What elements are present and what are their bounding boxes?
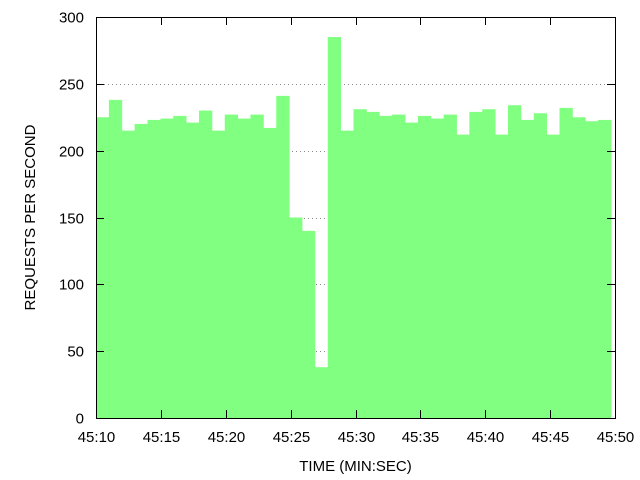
bar xyxy=(134,123,148,419)
bar xyxy=(186,122,200,418)
bars xyxy=(96,37,612,419)
bar xyxy=(314,367,329,418)
bar xyxy=(546,134,560,418)
y-tick-label: 50 xyxy=(67,344,84,361)
bar xyxy=(353,109,367,418)
y-tick-label: 300 xyxy=(59,10,84,27)
bar xyxy=(559,107,573,418)
bar xyxy=(147,119,161,419)
bar xyxy=(96,117,110,418)
bar xyxy=(211,130,226,418)
axis-ticks xyxy=(96,17,616,419)
y-tick-label: 100 xyxy=(59,277,84,294)
bar xyxy=(417,115,432,418)
bar xyxy=(121,130,136,418)
bar xyxy=(340,130,354,418)
x-tick-label: 45:40 xyxy=(467,429,505,446)
bar xyxy=(173,115,187,418)
y-tick-label: 150 xyxy=(59,211,84,228)
bar xyxy=(160,118,174,418)
x-tick-label: 45:15 xyxy=(143,429,181,446)
y-tick-label: 200 xyxy=(59,144,84,161)
x-tick-label: 45:30 xyxy=(338,429,376,446)
bar xyxy=(108,99,123,419)
bar xyxy=(495,134,509,418)
bar xyxy=(585,121,599,418)
x-axis-title: TIME (MIN:SEC) xyxy=(299,458,412,475)
bar xyxy=(533,113,548,419)
bar xyxy=(302,230,316,418)
bar xyxy=(456,134,470,418)
x-tick-label: 45:50 xyxy=(597,429,635,446)
bar xyxy=(263,127,277,418)
x-tick-label: 45:10 xyxy=(78,429,116,446)
x-tick-label: 45:20 xyxy=(208,429,246,446)
bar xyxy=(572,117,586,418)
bar xyxy=(469,111,483,419)
bar xyxy=(289,217,303,418)
y-tick-label: 0 xyxy=(76,411,84,428)
bar xyxy=(482,109,496,418)
y-tick-label: 250 xyxy=(59,77,84,94)
bar xyxy=(598,119,612,419)
bar xyxy=(199,110,213,418)
bar xyxy=(237,118,251,418)
bar xyxy=(443,114,457,418)
bar xyxy=(392,114,406,418)
bar xyxy=(366,111,380,419)
bar xyxy=(430,118,445,418)
x-tick-label: 45:45 xyxy=(532,429,570,446)
bar xyxy=(276,95,290,419)
x-tick-label: 45:35 xyxy=(402,429,440,446)
bar xyxy=(327,37,342,419)
y-tick-labels: 0 50 100 150 200 250 300 xyxy=(59,10,84,428)
y-axis-title: REQUESTS PER SECOND xyxy=(22,124,39,310)
bar xyxy=(250,114,264,418)
bar xyxy=(520,119,535,419)
bar xyxy=(405,122,419,418)
x-tick-label: 45:25 xyxy=(273,429,311,446)
x-tick-labels: 45:10 45:15 45:20 45:25 45:30 45:35 45:40 45:45… xyxy=(78,429,635,446)
bar xyxy=(379,115,393,418)
bar xyxy=(508,105,522,418)
bar xyxy=(224,114,239,418)
